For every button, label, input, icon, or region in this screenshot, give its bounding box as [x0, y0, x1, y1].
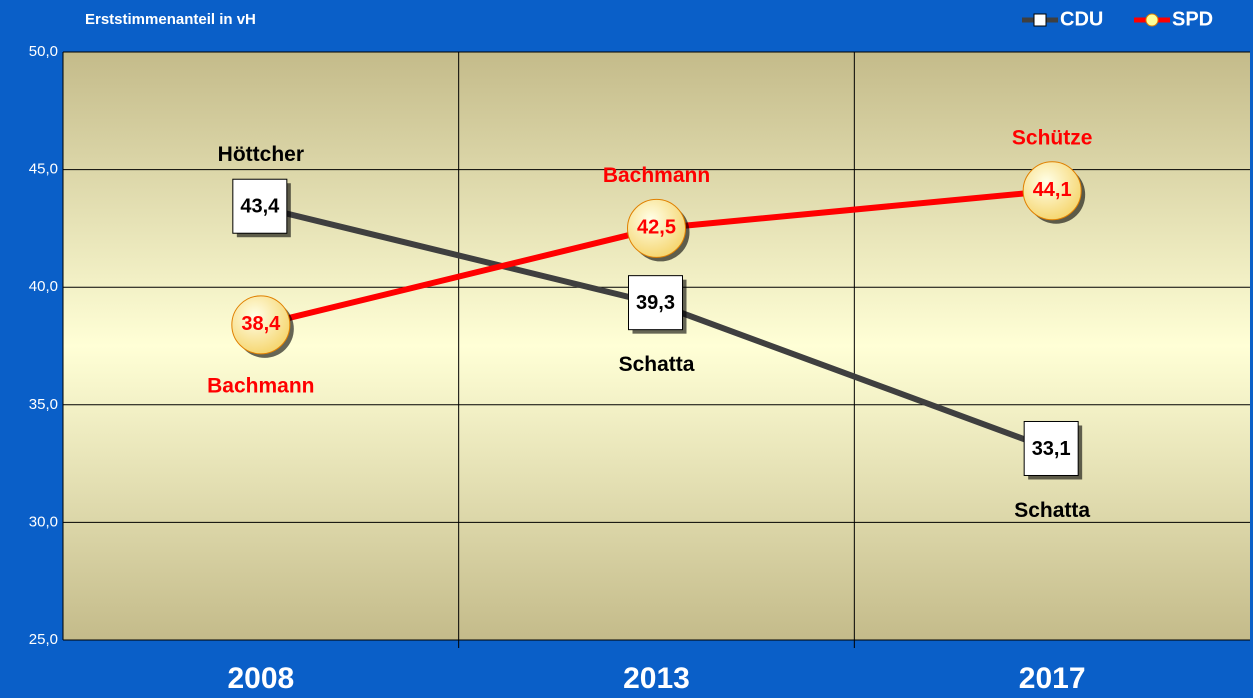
legend-label: SPD [1172, 8, 1213, 30]
y-tick-label: 40,0 [29, 278, 58, 295]
data-label: 39,3 [636, 292, 675, 314]
marker [1023, 420, 1079, 476]
data-label: 42,5 [637, 217, 676, 239]
candidate-label: Schütze [1012, 126, 1093, 149]
legend-label: CDU [1060, 8, 1103, 30]
marker [628, 275, 683, 331]
candidate-label: Bachmann [207, 374, 314, 397]
marker [232, 178, 288, 234]
legend-marker [1145, 13, 1159, 27]
candidate-label: Bachmann [603, 164, 710, 187]
marker [1022, 161, 1082, 221]
y-tick-label: 50,0 [29, 43, 58, 60]
x-tick-label: 2013 [623, 662, 690, 695]
candidate-label: Schatta [619, 353, 695, 376]
candidate-label: Höttcher [218, 143, 304, 166]
y-tick-label: 45,0 [29, 161, 58, 178]
data-label: 44,1 [1033, 179, 1072, 201]
data-label: 43,4 [240, 196, 280, 218]
y-tick-label: 35,0 [29, 396, 58, 413]
x-tick-label: 2017 [1019, 662, 1086, 695]
data-label: 33,1 [1032, 438, 1071, 460]
y-tick-label: 30,0 [29, 513, 58, 530]
chart-title: Erststimmenanteil in vH [85, 11, 256, 28]
marker [627, 198, 686, 258]
y-tick-label: 25,0 [29, 631, 58, 648]
legend-marker [1033, 13, 1047, 27]
data-label: 38,4 [241, 313, 281, 335]
candidate-label: Schatta [1014, 499, 1090, 522]
marker [231, 295, 291, 355]
x-tick-label: 2008 [227, 662, 294, 695]
